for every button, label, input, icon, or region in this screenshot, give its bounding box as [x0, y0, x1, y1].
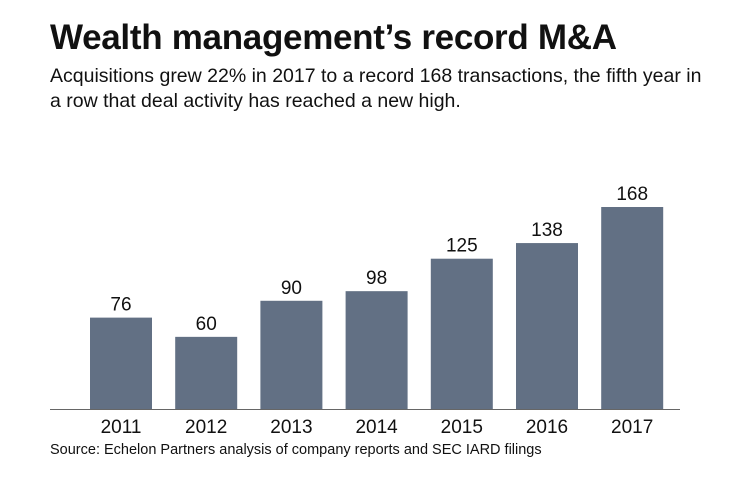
x-tick-label-2015: 2015 — [441, 417, 483, 438]
data-label-2016: 138 — [531, 220, 563, 241]
x-tick-label-2011: 2011 — [101, 417, 142, 438]
x-tick-label-2013: 2013 — [270, 417, 312, 438]
data-label-2013: 90 — [281, 278, 302, 299]
x-tick-label-2016: 2016 — [526, 417, 568, 438]
bar-2013 — [260, 300, 323, 409]
chart-subtitle: Acquisitions grew 22% in 2017 to a recor… — [50, 65, 702, 112]
x-tick-label-2014: 2014 — [355, 417, 398, 438]
data-label-2014: 98 — [366, 268, 387, 289]
source-note: Source: Echelon Partners analysis of com… — [50, 442, 542, 458]
bar-2015 — [430, 258, 493, 409]
data-label-2017: 168 — [616, 184, 648, 205]
bar-2017 — [601, 207, 664, 409]
chart-title: Wealth management’s record M&A — [50, 18, 617, 57]
x-tick-label-2012: 2012 — [185, 417, 227, 438]
bar-2012 — [175, 336, 238, 409]
x-tick-label-2017: 2017 — [611, 417, 653, 438]
bar-2014 — [345, 291, 408, 409]
bar-2011 — [90, 317, 152, 409]
data-label-2015: 125 — [446, 236, 478, 257]
bar-2016 — [516, 243, 578, 409]
data-label-2011: 76 — [110, 295, 131, 316]
data-label-2012: 60 — [196, 314, 217, 335]
